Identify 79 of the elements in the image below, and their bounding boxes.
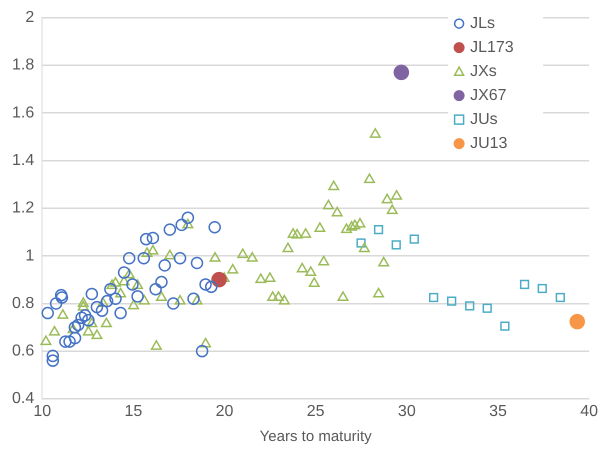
legend-label: JUs <box>470 111 498 128</box>
point <box>138 252 150 264</box>
point <box>50 297 62 310</box>
point <box>374 225 384 234</box>
x-tick-label: 25 <box>306 402 325 420</box>
point <box>54 288 68 302</box>
x-axis-title: Years to maturity <box>260 428 372 446</box>
point <box>155 276 168 288</box>
y-tick-label: 1.4 <box>12 152 34 169</box>
point <box>100 294 114 308</box>
point <box>72 318 84 332</box>
point <box>75 312 88 324</box>
x-tick-label: 10 <box>33 402 52 420</box>
point <box>538 284 547 294</box>
point <box>118 266 130 279</box>
point <box>410 234 419 244</box>
point <box>131 290 144 303</box>
y-tick-label: 1 <box>25 247 34 264</box>
point <box>167 297 180 310</box>
point <box>211 272 227 288</box>
point <box>175 218 188 232</box>
point <box>164 223 176 236</box>
point <box>158 259 171 272</box>
point <box>146 232 160 244</box>
point <box>46 354 60 367</box>
point <box>114 306 127 320</box>
y-tick-label: 0.8 <box>12 294 34 312</box>
point <box>68 332 82 344</box>
point <box>500 321 510 331</box>
point <box>59 335 72 348</box>
point <box>149 282 162 296</box>
point <box>174 252 186 264</box>
point <box>394 64 410 80</box>
point <box>104 282 117 296</box>
point <box>204 280 218 294</box>
point <box>182 211 194 224</box>
x-tick-label: 20 <box>216 402 234 420</box>
point <box>199 278 212 291</box>
point <box>392 240 401 250</box>
point <box>140 232 152 246</box>
point <box>556 292 565 302</box>
y-tick-label: 1.6 <box>12 104 34 122</box>
point <box>109 292 122 305</box>
point <box>41 306 54 320</box>
x-tick-label: 30 <box>398 402 416 420</box>
point <box>208 221 221 234</box>
legend-label: JX67 <box>470 87 507 104</box>
point <box>56 291 68 304</box>
y-tick-label: 2 <box>25 9 34 26</box>
point <box>447 296 456 306</box>
point <box>190 256 204 270</box>
x-tick-label: 35 <box>489 402 507 420</box>
legend-label: JLs <box>470 15 496 32</box>
point <box>86 288 98 300</box>
point <box>570 314 586 330</box>
x-tick-label: 40 <box>580 402 598 420</box>
point <box>196 344 208 358</box>
point <box>96 304 108 317</box>
point <box>356 238 366 248</box>
y-tick-label: 0.6 <box>12 342 34 360</box>
point <box>482 304 492 313</box>
point <box>520 280 530 290</box>
point <box>46 350 60 362</box>
legend-label: JU13 <box>470 135 508 152</box>
y-tick-label: 1.8 <box>12 56 34 74</box>
y-tick-label: 0.4 <box>12 390 34 408</box>
point <box>82 314 95 326</box>
point <box>126 278 139 291</box>
point <box>187 292 200 305</box>
legend-label: JL173 <box>470 39 514 56</box>
x-tick-label: 15 <box>124 402 142 420</box>
point <box>78 309 92 322</box>
point <box>122 252 136 264</box>
y-tick-label: 1.2 <box>12 200 34 217</box>
point <box>428 292 438 302</box>
point <box>465 301 474 311</box>
point <box>63 335 76 348</box>
legend-label: JXs <box>470 63 497 80</box>
point <box>90 300 104 314</box>
